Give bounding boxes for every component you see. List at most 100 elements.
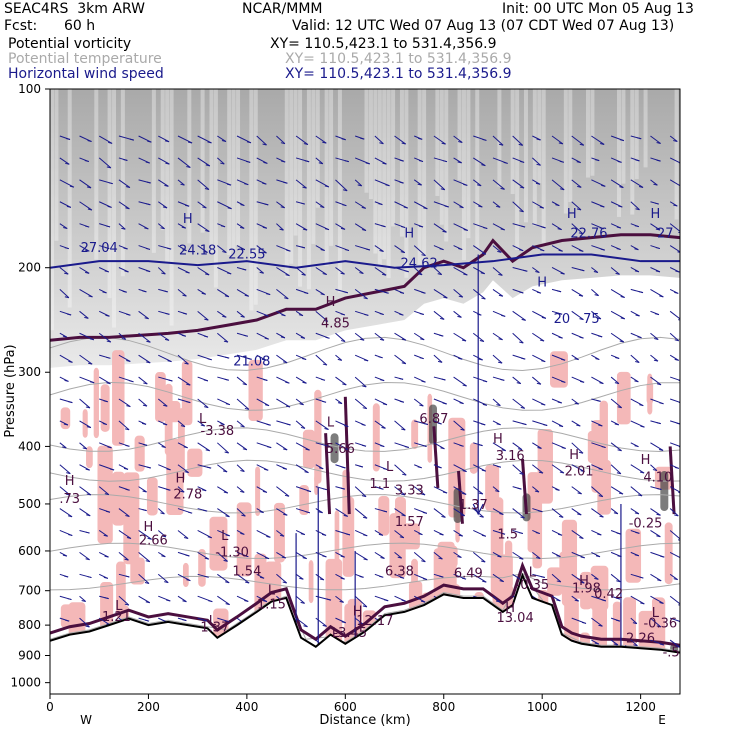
wind-arrowhead — [322, 624, 327, 627]
wind-arrowhead — [62, 335, 68, 338]
wind-arrowhead — [142, 404, 148, 407]
stratosphere-streak — [523, 89, 528, 223]
stratosphere-streak — [399, 89, 404, 237]
wind-vector — [276, 551, 287, 559]
wind-arrowhead — [444, 205, 449, 208]
wind-vector — [354, 223, 367, 231]
wind-arrowhead — [145, 161, 150, 164]
wind-arrowhead — [246, 160, 251, 163]
wind-arrowhead — [225, 603, 230, 606]
wind-arrowhead — [501, 449, 506, 452]
wind-arrowhead — [420, 600, 426, 603]
terrain-line — [50, 572, 680, 654]
wind-arrowhead — [227, 207, 232, 210]
wind-arrowhead — [341, 621, 346, 624]
contour-label: 20 — [554, 312, 571, 327]
stratosphere-streak — [417, 89, 422, 265]
wind-vector — [98, 157, 112, 169]
wind-vector — [610, 179, 624, 189]
wind-arrowhead — [204, 187, 210, 190]
wind-vector — [217, 508, 230, 518]
wind-arrowhead — [163, 290, 168, 293]
stratosphere-streak — [617, 89, 621, 217]
wind-arrowhead — [203, 335, 209, 338]
y-axis-title: Pressure (hPa) — [3, 344, 18, 437]
wind-vector — [354, 508, 368, 519]
wind-arrowhead — [339, 600, 344, 603]
wind-vector — [610, 376, 620, 384]
wind-vector — [157, 201, 168, 209]
wind-arrowhead — [125, 444, 130, 447]
wind-vector — [630, 179, 644, 188]
wind-vector — [492, 201, 501, 208]
stratosphere-streak — [236, 89, 241, 246]
wind-arrowhead — [144, 619, 150, 622]
wind-arrowhead — [161, 555, 166, 558]
wind-vector — [59, 179, 75, 188]
wind-arrowhead — [322, 141, 327, 144]
wind-arrowhead — [593, 270, 599, 273]
wind-arrowhead — [125, 207, 130, 210]
wind-vector — [354, 595, 368, 608]
wind-vector — [610, 310, 625, 320]
x-tick-label: 0 — [46, 700, 54, 714]
pv-positive-region — [166, 439, 184, 516]
wind-arrowhead — [580, 581, 585, 584]
stratosphere-streak — [466, 89, 471, 239]
wind-vector — [669, 617, 680, 622]
wind-arrowhead — [365, 162, 370, 165]
wind-arrowhead — [678, 604, 680, 606]
wind-arrowhead — [658, 448, 664, 451]
contour-label: L — [327, 415, 335, 430]
wind-arrowhead — [126, 360, 131, 362]
wind-arrowhead — [678, 379, 680, 382]
wind-arrowhead — [362, 605, 368, 608]
wind-arrowhead — [399, 536, 404, 539]
wind-arrowhead — [182, 249, 187, 252]
wind-vector — [610, 573, 621, 583]
contour-label: 12.17 — [356, 614, 393, 629]
wind-arrowhead — [360, 137, 365, 140]
wind-arrowhead — [441, 515, 446, 518]
wind-arrowhead — [495, 490, 500, 493]
wind-arrowhead — [104, 270, 109, 273]
wind-arrowhead — [225, 356, 230, 359]
pv-positive-region — [130, 557, 145, 585]
wind-arrowhead — [678, 231, 680, 234]
wind-vector — [394, 551, 403, 559]
wind-vector — [79, 354, 93, 365]
wind-arrowhead — [634, 512, 640, 515]
wind-arrowhead — [595, 159, 600, 162]
wind-arrowhead — [166, 599, 171, 602]
wind-arrowhead — [400, 493, 406, 496]
wind-arrowhead — [460, 514, 465, 517]
wind-arrowhead — [321, 400, 327, 403]
stratosphere-streak — [621, 89, 626, 184]
wind-arrowhead — [245, 581, 250, 584]
wind-arrowhead — [654, 337, 659, 340]
wind-arrowhead — [144, 317, 149, 320]
wind-arrowhead — [87, 576, 92, 579]
wind-arrowhead — [439, 575, 444, 578]
wind-vector — [492, 332, 503, 341]
wind-vector — [669, 486, 680, 493]
wind-arrowhead — [634, 554, 639, 557]
wind-arrowhead — [161, 272, 166, 275]
wind-arrowhead — [574, 599, 579, 602]
pv-positive-region — [167, 401, 181, 423]
wind-vector — [98, 135, 113, 144]
wind-arrowhead — [220, 423, 225, 426]
wind-arrowhead — [616, 226, 621, 229]
wind-vector — [433, 551, 443, 560]
wind-arrowhead — [421, 560, 426, 563]
wind-arrowhead — [141, 422, 147, 425]
wind-vector — [453, 530, 464, 537]
wind-vector — [551, 573, 562, 583]
wind-vector — [276, 135, 286, 145]
wind-arrowhead — [500, 187, 505, 190]
wind-vector — [374, 245, 384, 252]
wind-vector — [354, 201, 366, 209]
wind-arrowhead — [340, 227, 346, 230]
wind-vector — [394, 486, 406, 496]
wind-arrowhead — [442, 230, 447, 233]
